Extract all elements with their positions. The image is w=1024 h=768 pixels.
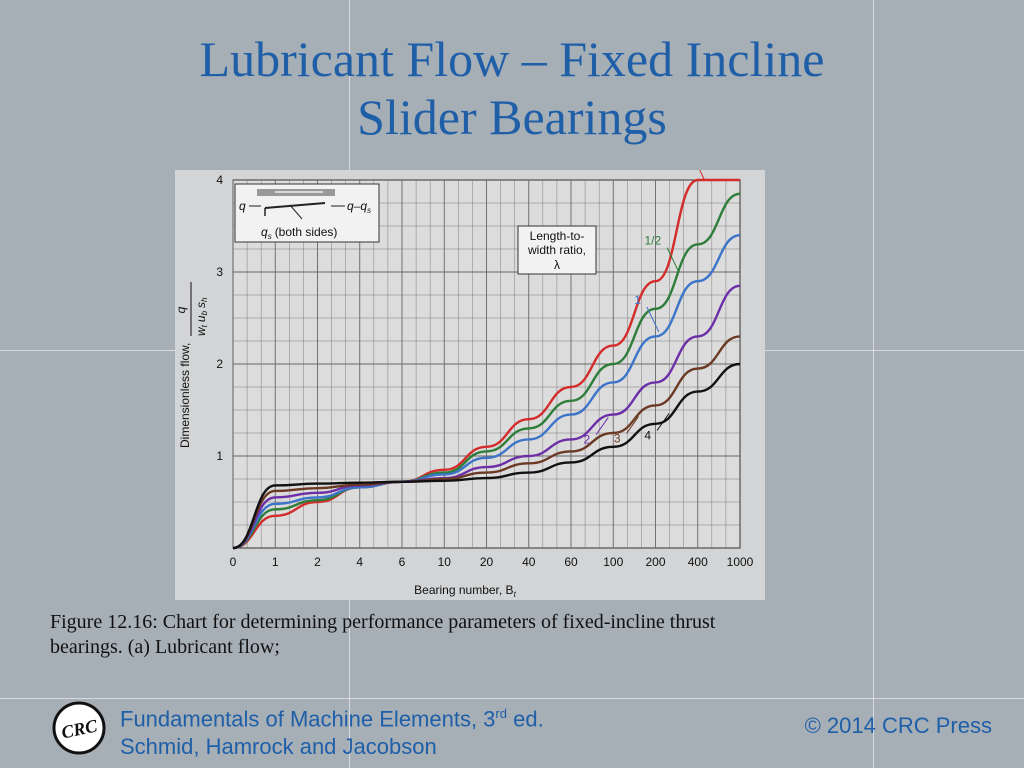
series-line-0 [232, 178, 740, 550]
x-tick-label: 100 [603, 555, 623, 569]
x-tick-label: 6 [399, 555, 406, 569]
series-line-3 [232, 284, 741, 550]
y-tick-label: 2 [216, 357, 223, 371]
curve-label-leader [656, 413, 670, 431]
x-tick-label: 0 [230, 555, 237, 569]
inset-qs: qs (both sides) [261, 225, 337, 241]
slide-title-line1: Lubricant Flow – Fixed Incline [199, 31, 825, 87]
x-tick-label: 1 [272, 555, 279, 569]
curve-label-leader [646, 306, 660, 333]
x-tick-label: 20 [480, 555, 494, 569]
x-tick-label: 10 [438, 555, 452, 569]
x-axis-label: Bearing number, Bt [414, 583, 516, 599]
y-tick-label: 4 [216, 173, 223, 187]
figure-caption: Figure 12.16: Chart for determining perf… [50, 610, 950, 660]
curve-label-3: 2 [583, 433, 590, 447]
x-tick-label: 2 [314, 555, 321, 569]
curve-label-4: 3 [614, 431, 621, 445]
legend-box: Length-to- width ratio, λ [517, 225, 597, 275]
caption-line2: bearings. (a) Lubricant flow; [50, 636, 280, 658]
copyright: © 2014 CRC Press [804, 713, 992, 738]
lubricant-flow-chart: 0 1 2 4 6 10 20 40 60 100 200 400 1000 1 2 3 4 q q–qs qs… [174, 141, 765, 600]
footer-book-info: Fundamentals of Machine Elements, 3rd ed… [120, 700, 544, 761]
x-tick-label: 1000 [727, 555, 754, 569]
chart-ticks: 0 1 2 4 6 10 20 40 60 100 200 400 1000 1 2 3 4 [216, 173, 753, 569]
legend-line2: width ratio, [527, 243, 586, 257]
y-axis-label: Dimensionless flow, [178, 343, 192, 448]
crc-logo: CRC [52, 701, 106, 755]
x-tick-label: 400 [688, 555, 708, 569]
slide-title: Lubricant Flow – Fixed Incline Slider Be… [0, 30, 1024, 146]
x-tick-label: 4 [356, 555, 363, 569]
x-tick-label: 40 [522, 555, 536, 569]
curve-label-leader [626, 416, 640, 434]
inset-q-out: q–qs [347, 199, 371, 215]
y-axis-label-group: Dimensionless flow, q wtubsh [174, 282, 209, 448]
series-line-5 [232, 362, 741, 550]
y-axis-fraction-top: q [175, 306, 188, 313]
series-line-1 [232, 192, 741, 550]
y-tick-label: 3 [216, 265, 223, 279]
curve-label-1: 1/2 [644, 234, 661, 248]
caption-line1: Figure 12.16: Chart for determining perf… [50, 611, 716, 633]
y-axis-fraction-bottom: wtubsh [194, 297, 209, 336]
inset-q-in: q [239, 199, 246, 213]
y-tick-label: 1 [216, 449, 223, 463]
legend-line3: λ [554, 258, 560, 272]
curve-label-5: 4 [644, 428, 651, 442]
x-tick-label: 200 [645, 555, 665, 569]
curve-label-leader [595, 417, 609, 435]
curve-label-2: 1 [634, 293, 641, 307]
slide-title-line2: Slider Bearings [357, 89, 667, 145]
footer-authors: Schmid, Hamrock and Jacobson [120, 734, 437, 760]
flow-inset: q q–qs qs (both sides) [234, 183, 380, 243]
chart-curves [232, 178, 741, 550]
series-line-2 [232, 234, 741, 550]
curve-label-leader [692, 154, 705, 181]
footer-book-title: Fundamentals of Machine Elements, 3rd ed… [120, 706, 544, 732]
x-tick-label: 60 [564, 555, 578, 569]
curve-label-leader [666, 247, 680, 273]
chart-svg: 0 1 2 4 6 10 20 40 60 100 200 400 1000 1 2 3 4 q q–qs qs… [174, 141, 754, 599]
series-line-4 [232, 335, 741, 550]
legend-line1: Length-to- [530, 229, 585, 243]
